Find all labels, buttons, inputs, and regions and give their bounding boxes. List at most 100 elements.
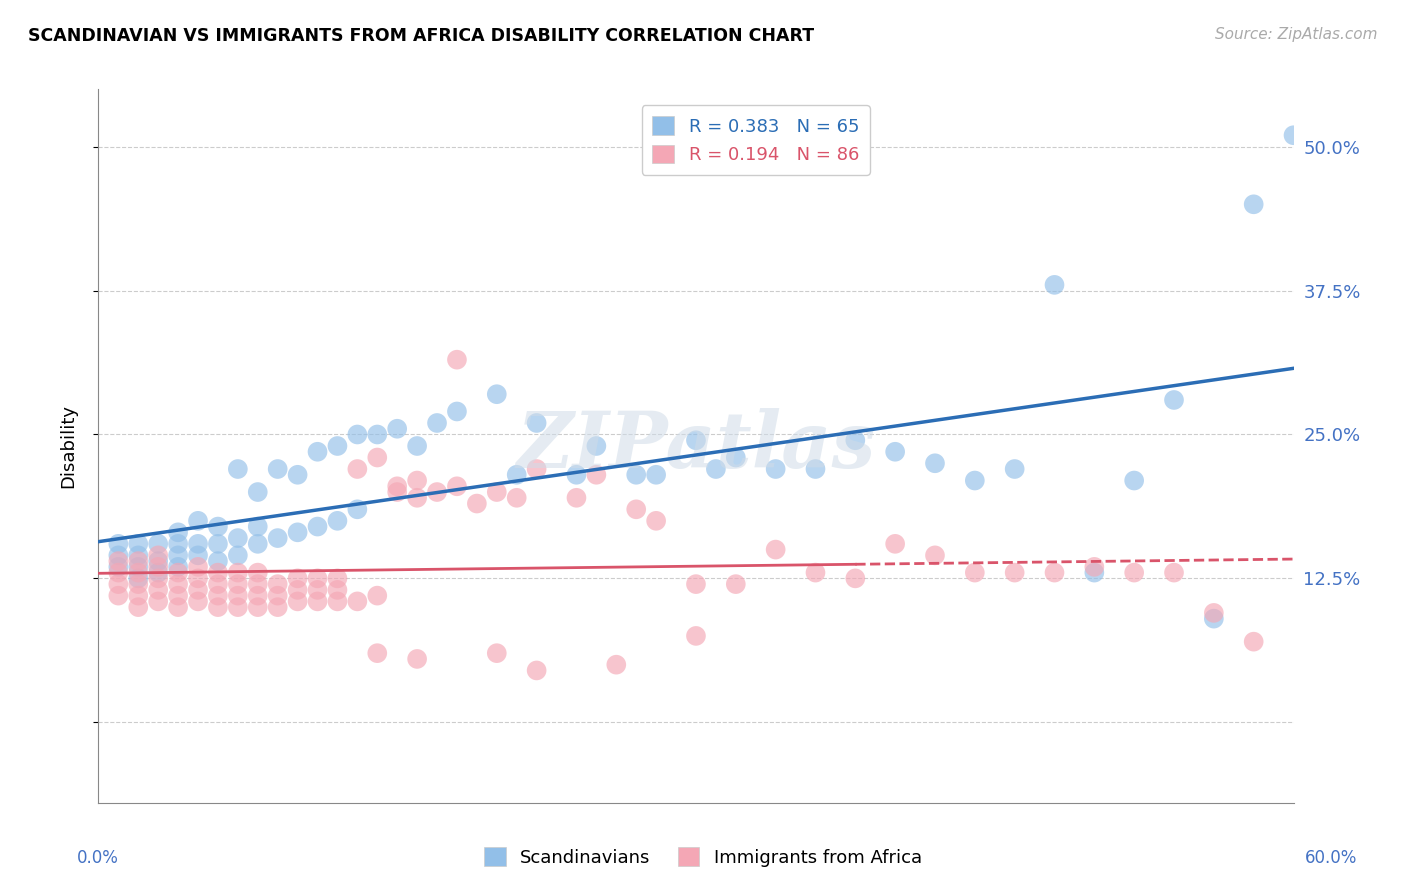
Text: 60.0%: 60.0% bbox=[1305, 849, 1357, 867]
Point bbox=[585, 467, 607, 482]
Point bbox=[326, 594, 349, 608]
Point bbox=[287, 525, 309, 540]
Point bbox=[963, 474, 986, 488]
Point bbox=[924, 549, 946, 563]
Point bbox=[267, 600, 290, 615]
Legend: R = 0.383   N = 65, R = 0.194   N = 86: R = 0.383 N = 65, R = 0.194 N = 86 bbox=[641, 105, 870, 175]
Point bbox=[804, 566, 827, 580]
Point bbox=[326, 439, 349, 453]
Point bbox=[385, 422, 409, 436]
Point bbox=[406, 491, 429, 505]
Point bbox=[1083, 566, 1105, 580]
Point bbox=[1282, 128, 1305, 143]
Point bbox=[385, 485, 409, 500]
Point bbox=[246, 589, 269, 603]
Point bbox=[307, 571, 329, 585]
Point bbox=[207, 589, 229, 603]
Point bbox=[246, 519, 269, 533]
Point bbox=[167, 566, 190, 580]
Point bbox=[844, 571, 866, 585]
Point bbox=[287, 582, 309, 597]
Point bbox=[187, 514, 209, 528]
Point bbox=[127, 549, 149, 563]
Point bbox=[226, 531, 249, 545]
Point bbox=[1202, 606, 1225, 620]
Point bbox=[765, 462, 787, 476]
Point bbox=[844, 434, 866, 448]
Point bbox=[426, 485, 449, 500]
Point bbox=[326, 582, 349, 597]
Point bbox=[366, 427, 388, 442]
Point bbox=[246, 600, 269, 615]
Point bbox=[107, 554, 129, 568]
Point bbox=[107, 566, 129, 580]
Point bbox=[127, 566, 149, 580]
Point bbox=[107, 577, 129, 591]
Point bbox=[207, 566, 229, 580]
Point bbox=[167, 525, 190, 540]
Point bbox=[246, 577, 269, 591]
Point bbox=[724, 450, 747, 465]
Point bbox=[963, 566, 986, 580]
Point bbox=[287, 571, 309, 585]
Point bbox=[167, 549, 190, 563]
Point bbox=[148, 582, 170, 597]
Point bbox=[307, 444, 329, 458]
Point bbox=[167, 577, 190, 591]
Point bbox=[346, 594, 368, 608]
Point bbox=[1043, 566, 1066, 580]
Point bbox=[1123, 566, 1146, 580]
Point bbox=[167, 559, 190, 574]
Point bbox=[107, 537, 129, 551]
Point bbox=[1243, 634, 1265, 648]
Point bbox=[506, 467, 529, 482]
Point bbox=[685, 577, 707, 591]
Point bbox=[406, 652, 429, 666]
Point bbox=[187, 559, 209, 574]
Point bbox=[1243, 197, 1265, 211]
Point bbox=[765, 542, 787, 557]
Point bbox=[465, 497, 488, 511]
Point bbox=[485, 646, 508, 660]
Point bbox=[406, 439, 429, 453]
Point bbox=[246, 537, 269, 551]
Point bbox=[267, 531, 290, 545]
Point bbox=[287, 467, 309, 482]
Point bbox=[446, 352, 468, 367]
Point bbox=[207, 537, 229, 551]
Point bbox=[307, 519, 329, 533]
Point bbox=[1202, 612, 1225, 626]
Point bbox=[1043, 277, 1066, 292]
Point bbox=[804, 462, 827, 476]
Point bbox=[226, 566, 249, 580]
Point bbox=[485, 387, 508, 401]
Point bbox=[148, 571, 170, 585]
Point bbox=[526, 664, 548, 678]
Point bbox=[526, 462, 548, 476]
Point bbox=[626, 502, 648, 516]
Text: ZIPatlas: ZIPatlas bbox=[516, 408, 876, 484]
Point bbox=[585, 439, 607, 453]
Point bbox=[385, 479, 409, 493]
Point bbox=[246, 566, 269, 580]
Point bbox=[287, 594, 309, 608]
Point bbox=[924, 456, 946, 470]
Point bbox=[127, 571, 149, 585]
Point bbox=[1163, 566, 1185, 580]
Point bbox=[148, 549, 170, 563]
Point bbox=[187, 537, 209, 551]
Point bbox=[226, 589, 249, 603]
Point bbox=[207, 519, 229, 533]
Point bbox=[127, 589, 149, 603]
Point bbox=[148, 559, 170, 574]
Point bbox=[1123, 474, 1146, 488]
Point bbox=[187, 571, 209, 585]
Point bbox=[526, 416, 548, 430]
Point bbox=[366, 450, 388, 465]
Point bbox=[148, 566, 170, 580]
Point bbox=[626, 467, 648, 482]
Point bbox=[406, 474, 429, 488]
Point bbox=[565, 467, 588, 482]
Point bbox=[724, 577, 747, 591]
Point bbox=[107, 549, 129, 563]
